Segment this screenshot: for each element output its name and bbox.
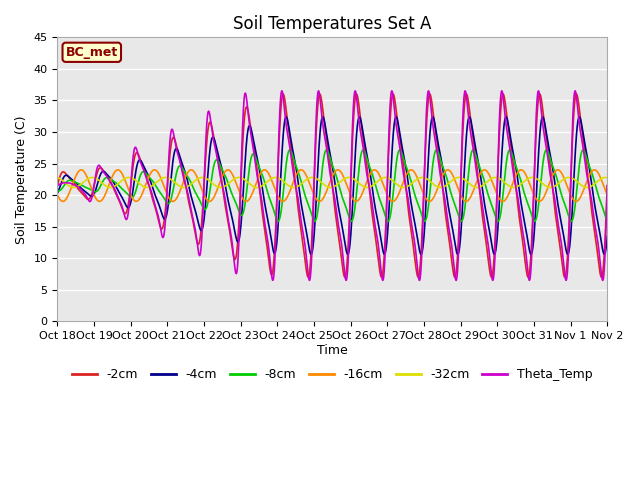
-4cm — [259, 192, 267, 197]
Theta_Temp — [269, 277, 276, 283]
-32cm — [408, 180, 416, 186]
-4cm — [165, 193, 173, 199]
-16cm — [591, 167, 598, 173]
Theta_Temp — [604, 183, 611, 189]
-8cm — [171, 177, 179, 183]
Title: Soil Temperatures Set A: Soil Temperatures Set A — [233, 15, 431, 33]
-4cm — [486, 233, 494, 239]
-8cm — [602, 214, 609, 219]
Theta_Temp — [54, 183, 61, 189]
-32cm — [602, 175, 609, 180]
-16cm — [604, 192, 611, 198]
-8cm — [259, 175, 267, 180]
-16cm — [408, 167, 416, 173]
-4cm — [54, 191, 61, 196]
-8cm — [486, 198, 494, 204]
-4cm — [171, 147, 179, 153]
-4cm — [408, 207, 416, 213]
-2cm — [165, 159, 173, 165]
-2cm — [604, 183, 611, 189]
Text: BC_met: BC_met — [66, 46, 118, 59]
X-axis label: Time: Time — [317, 344, 348, 357]
-8cm — [408, 182, 416, 188]
-2cm — [602, 228, 609, 234]
Line: -16cm: -16cm — [58, 170, 607, 202]
-8cm — [604, 218, 611, 224]
-8cm — [421, 218, 429, 224]
-32cm — [604, 175, 611, 180]
-4cm — [602, 249, 609, 255]
-32cm — [54, 175, 61, 180]
-16cm — [59, 199, 67, 204]
-2cm — [54, 183, 61, 189]
Line: -8cm: -8cm — [58, 150, 607, 221]
-16cm — [486, 174, 494, 180]
Theta_Temp — [408, 226, 416, 231]
-32cm — [486, 176, 494, 182]
-32cm — [70, 185, 77, 191]
Y-axis label: Soil Temperature (C): Soil Temperature (C) — [15, 115, 28, 243]
-2cm — [171, 137, 179, 143]
Theta_Temp — [486, 262, 494, 267]
Theta_Temp — [171, 139, 179, 145]
-4cm — [604, 233, 611, 239]
-16cm — [172, 197, 179, 203]
-2cm — [414, 274, 422, 280]
-16cm — [602, 188, 609, 193]
Line: -4cm: -4cm — [58, 117, 607, 254]
-32cm — [602, 175, 609, 180]
-2cm — [408, 235, 416, 241]
-2cm — [486, 272, 494, 277]
Theta_Temp — [165, 148, 173, 154]
-32cm — [172, 180, 179, 186]
-8cm — [54, 188, 61, 194]
-32cm — [166, 176, 173, 181]
-2cm — [279, 91, 287, 97]
-4cm — [417, 252, 425, 257]
Theta_Temp — [461, 88, 469, 94]
-16cm — [54, 192, 61, 198]
-16cm — [259, 168, 267, 173]
Theta_Temp — [602, 242, 609, 248]
-2cm — [259, 216, 267, 222]
Line: -2cm: -2cm — [58, 94, 607, 277]
-32cm — [259, 182, 267, 188]
Line: Theta_Temp: Theta_Temp — [58, 91, 607, 280]
Line: -32cm: -32cm — [58, 178, 607, 188]
-4cm — [282, 114, 290, 120]
-8cm — [286, 147, 294, 153]
-8cm — [165, 200, 173, 206]
Legend: -2cm, -4cm, -8cm, -16cm, -32cm, Theta_Temp: -2cm, -4cm, -8cm, -16cm, -32cm, Theta_Te… — [67, 363, 598, 386]
-16cm — [166, 196, 173, 202]
Theta_Temp — [259, 209, 267, 215]
